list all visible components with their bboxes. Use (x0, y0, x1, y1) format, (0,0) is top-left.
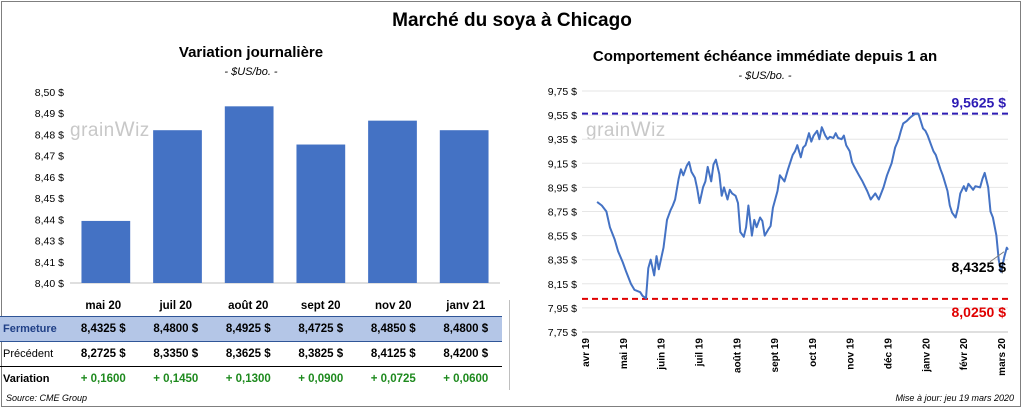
y-tick-label: 7,95 $ (548, 303, 577, 315)
y-tick-label: 8,95 $ (548, 182, 577, 194)
table-cell: 8,3350 $ (139, 341, 212, 367)
bar-janv-21 (439, 130, 489, 283)
x-tick-label: mai 19 (619, 338, 630, 370)
x-tick-label: nov 19 (846, 338, 857, 370)
bar-nov-20 (368, 120, 417, 284)
y-tick-label: 8,35 $ (548, 255, 577, 267)
table-cell: 8,4725 $ (284, 316, 357, 342)
table-cell: + 0,1300 (225, 373, 271, 385)
y-tick-label: 9,35 $ (548, 134, 577, 146)
y-tick-label: 8,75 $ (548, 207, 577, 219)
grainwiz-watermark-right: grainWiz (586, 118, 666, 141)
page-title: Marché du soya à Chicago (392, 10, 632, 31)
bar-chart: 8,40 $ 8,41 $ 8,43 $ 8,44 $ 8,45 $ 8,46 $ 8,47… (35, 87, 500, 290)
y-tick-label: 8,47 $ (35, 151, 64, 163)
bar-juil-20 (153, 130, 202, 283)
last-price-leader (989, 251, 1005, 263)
y-tick-label: 9,55 $ (548, 110, 577, 122)
table-row-previous: Précédent 8,2725 $ 8,3350 $ 8,3625 $ 8,3… (0, 341, 502, 367)
y-tick-label: 8,55 $ (548, 231, 577, 243)
price-line (596, 112, 1009, 300)
x-tick-label: févr 20 (959, 338, 970, 371)
table-cell: + 0,1450 (153, 373, 199, 385)
panel-divider (509, 300, 510, 390)
line-chart: 7,75 $ 7,95 $ 8,15 $ 8,35 $ 8,55 $ 8,75 $ 8,95… (548, 86, 1009, 376)
bar-sept-20 (296, 144, 346, 283)
y-tick-label: 8,40 $ (35, 278, 64, 290)
y-tick-label: 9,75 $ (548, 86, 577, 98)
table-cell: 8,4800 $ (139, 316, 212, 342)
table-cell: 8,4325 $ (67, 316, 140, 342)
table-cell: 8,3825 $ (284, 341, 357, 367)
x-tick-label: juin 19 (657, 338, 668, 371)
row-label: Précédent (0, 341, 67, 367)
header-cell: janv 21 (446, 300, 486, 312)
y-tick-label: 8,43 $ (35, 236, 64, 248)
x-tick-label: août 19 (732, 338, 743, 373)
grainwiz-watermark-left: grainWiz (70, 118, 150, 141)
header-cell: mai 20 (85, 300, 122, 312)
table-cell: + 0,0600 (443, 373, 489, 385)
table-row-variation: Variation + 0,1600 + 0,1450 + 0,1300 + 0… (0, 367, 502, 392)
x-tick-label: mars 20 (997, 338, 1008, 376)
contracts-table: mai 20 juil 20 août 20 sept 20 nov 20 ja… (0, 296, 502, 391)
line-chart-subtitle: - $US/bo. - (738, 70, 792, 82)
y-tick-label: 9,15 $ (548, 158, 577, 170)
x-tick-label: juil 19 (694, 338, 705, 368)
y-tick-label: 8,41 $ (35, 257, 64, 269)
y-tick-label: 8,15 $ (548, 279, 577, 291)
high-label: 9,5625 $ (952, 95, 1007, 111)
last-price-label: 8,4325 $ (952, 259, 1007, 275)
x-tick-label: oct 19 (808, 338, 819, 367)
x-tick-label: déc 19 (884, 338, 895, 370)
table-row-close: Fermeture 8,4325 $ 8,4800 $ 8,4925 $ 8,4… (0, 316, 502, 342)
row-label: Fermeture (0, 316, 67, 342)
header-cell: juil 20 (159, 300, 193, 312)
y-tick-label: 8,44 $ (35, 214, 64, 226)
header-cell: août 20 (228, 300, 269, 312)
bar-mai-20 (81, 220, 131, 283)
x-tick-label: avr 19 (581, 338, 592, 367)
row-label: Variation (3, 373, 50, 385)
table-cell: 8,3625 $ (212, 341, 285, 367)
table-cell: 8,4200 $ (429, 341, 502, 367)
table-cell: 8,4800 $ (429, 316, 502, 342)
header-cell: sept 20 (300, 300, 341, 312)
x-tick-label: janv 20 (921, 338, 932, 373)
table-cell: 8,4850 $ (357, 316, 430, 342)
y-tick-label: 8,46 $ (35, 172, 64, 184)
y-tick-label: 7,75 $ (548, 327, 577, 339)
y-tick-label: 8,45 $ (35, 193, 64, 205)
low-label: 8,0250 $ (952, 304, 1007, 320)
bar-août-20 (224, 106, 274, 283)
line-chart-title: Comportement échéance immédiate depuis 1… (592, 48, 938, 65)
header-cell: nov 20 (375, 300, 412, 312)
table-cell: 8,4925 $ (212, 316, 285, 342)
table-cell: + 0,0900 (298, 373, 344, 385)
source-note: Source: CME Group (6, 393, 88, 403)
table-cell: + 0,0725 (370, 373, 416, 385)
updated-note: Mise à jour: jeu 19 mars 2020 (895, 393, 1014, 403)
y-tick-label: 8,49 $ (35, 108, 64, 120)
x-tick-label: sept 19 (770, 338, 781, 373)
bar-chart-title: Variation journalière (178, 44, 324, 61)
table-cell: 8,4125 $ (357, 341, 430, 367)
table-cell: 8,2725 $ (67, 341, 140, 367)
y-tick-label: 8,50 $ (35, 87, 64, 99)
bar-chart-subtitle: - $US/bo. - (224, 66, 278, 78)
table-header-row: mai 20 juil 20 août 20 sept 20 nov 20 ja… (0, 296, 502, 317)
y-tick-label: 8,48 $ (35, 129, 64, 141)
table-cell: + 0,1600 (80, 373, 126, 385)
